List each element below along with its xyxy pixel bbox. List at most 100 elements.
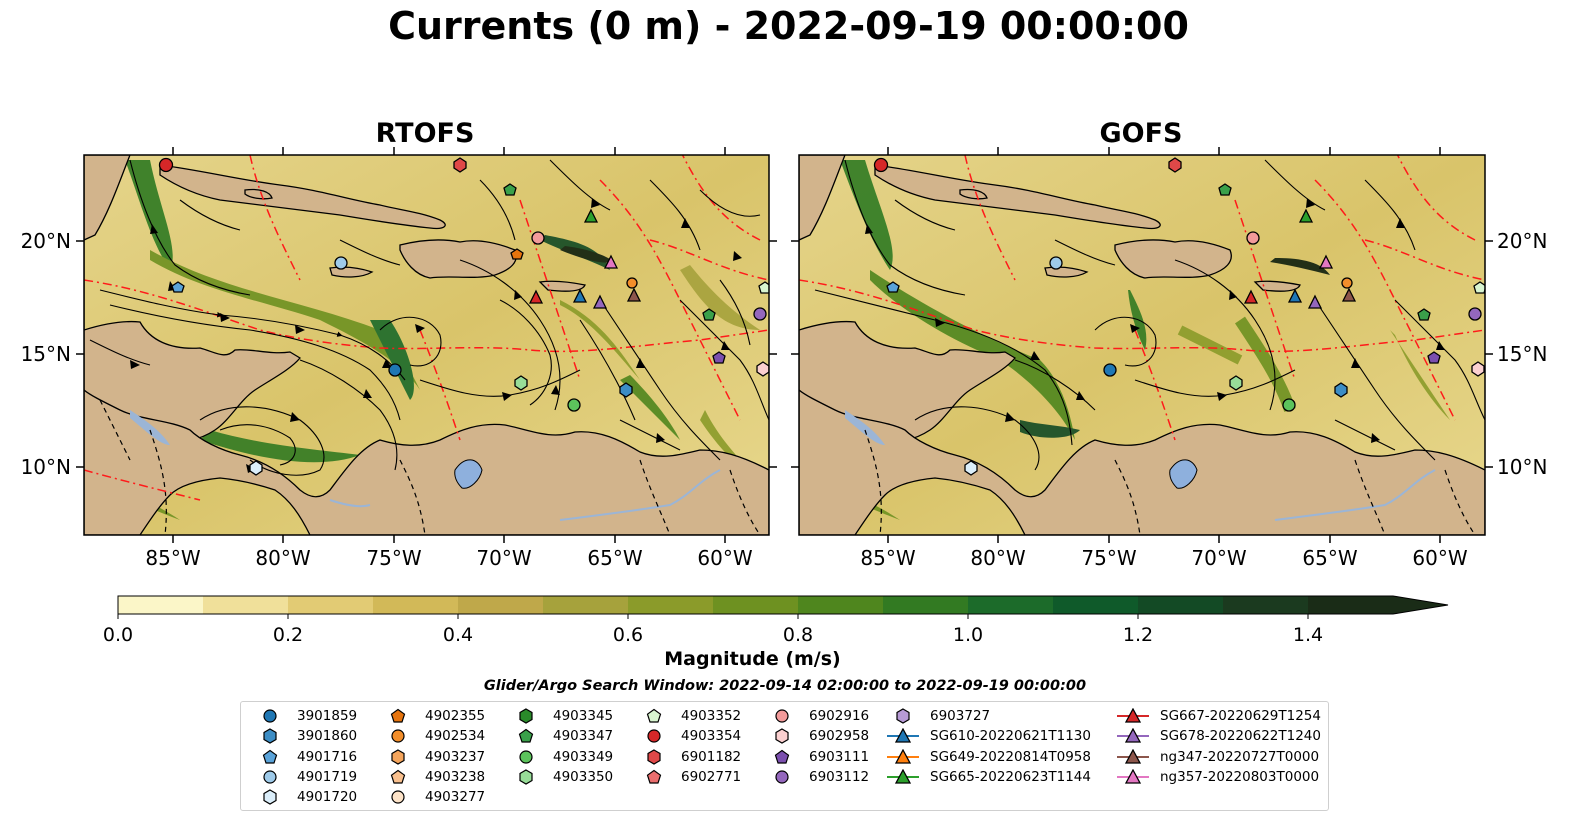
- triangle-marker-icon: [887, 748, 919, 764]
- colorbar-segment: [798, 596, 884, 614]
- lon-tick-label: 70°W: [476, 546, 531, 570]
- colorbar-segment: [968, 596, 1054, 614]
- legend-item: ng357-20220803T0000: [1116, 767, 1321, 787]
- colorbar-segment: [883, 596, 969, 614]
- lon-tick-label: 60°W: [1412, 546, 1467, 570]
- pentagon-marker-icon: [390, 708, 406, 723]
- triangle-marker-icon: [1117, 769, 1149, 784]
- hexagon-marker-icon: [775, 728, 789, 745]
- colorbar-tick-label: 0.2: [273, 624, 303, 646]
- legend-item-label: 4903237: [425, 748, 486, 765]
- legend-item: 4901720: [253, 787, 357, 807]
- float-markers: [873, 157, 1485, 476]
- map-frame-gofs: [798, 154, 1486, 536]
- legend-item: 6901182: [637, 747, 741, 767]
- triangle-marker-icon: [1117, 748, 1149, 764]
- triangle-marker-icon: [887, 728, 919, 744]
- hexagon-marker-icon: [263, 789, 277, 806]
- legend-item-label: SG649-20220814T0958: [930, 748, 1091, 765]
- land: [799, 155, 1485, 535]
- legend-item: 6902916: [765, 706, 869, 726]
- colorbar-segment: [1223, 596, 1309, 614]
- legend-column: 4902355 4902534 4903237 4903238 4903277: [381, 706, 485, 807]
- lat-tick-label-left: 10°N: [21, 455, 71, 479]
- legend-column: 6902916 6902958 6903111 6903112: [765, 706, 869, 787]
- lon-tick-label: 60°W: [697, 546, 752, 570]
- lon-tick-label: 65°W: [1302, 546, 1357, 570]
- legend-item: 4901716: [253, 747, 357, 767]
- map-gofs: [799, 155, 1485, 535]
- legend-item: 6902771: [637, 767, 741, 787]
- legend-item-label: 6902771: [681, 769, 742, 786]
- legend-column: SG667-20220629T1254 SG678-20220622T1240 ng…: [1116, 706, 1321, 787]
- circle-marker-icon: [391, 729, 405, 744]
- legend-item: 4903277: [381, 787, 485, 807]
- colorbar-segment: [1053, 596, 1139, 614]
- eez-boundaries: [799, 155, 1485, 441]
- colorbar-tick-label: 1.0: [953, 624, 983, 646]
- search-window-text: Glider/Argo Search Window: 2022-09-14 02…: [483, 678, 1087, 694]
- lon-tick-label: 65°W: [587, 546, 642, 570]
- colorbar-tick-label: 0.4: [443, 624, 473, 646]
- legend-item: 6903727: [886, 706, 1091, 726]
- colorbar-segment: [118, 596, 204, 614]
- legend-item-label: 6901182: [681, 748, 742, 765]
- legend-item-label: 4903354: [681, 728, 742, 745]
- pentagon-marker-icon: [646, 708, 662, 723]
- panel-title-rtofs: RTOFS: [375, 118, 475, 149]
- colorbar-segment: [288, 596, 374, 614]
- legend-item: SG667-20220629T1254: [1116, 706, 1321, 726]
- legend-item: 4903238: [381, 767, 485, 787]
- country-borders: [99, 399, 761, 535]
- lon-tick-label: 75°W: [1081, 546, 1136, 570]
- legend-item-label: 3901860: [297, 728, 358, 745]
- legend: 3901859 3901860 4901716 4901719 4901720 4902…: [240, 701, 1329, 811]
- lon-tick-label: 80°W: [255, 546, 310, 570]
- legend-item: 4903352: [637, 706, 741, 726]
- pentagon-marker-icon: [774, 749, 790, 764]
- legend-item-label: 6902916: [809, 708, 870, 725]
- legend-item: 3901859: [253, 706, 357, 726]
- lat-tick-label-right: 20°N: [1497, 229, 1547, 253]
- colorbar-extend-arrow: [1393, 596, 1448, 614]
- pentagon-marker-icon: [518, 729, 534, 744]
- colorbar-label: Magnitude (m/s): [664, 648, 841, 670]
- legend-item-label: 4903350: [553, 769, 614, 786]
- circle-marker-icon: [647, 729, 661, 744]
- triangle-marker-icon: [1117, 708, 1149, 723]
- legend-item-label: SG665-20220623T1144: [930, 769, 1091, 786]
- colorbar: 0.0 0.2 0.4 0.6 0.8 1.0 1.2 1.4: [103, 595, 1449, 646]
- legend-item-label: 4902355: [425, 708, 486, 725]
- legend-item-label: 4901716: [297, 748, 358, 765]
- colorbar-segment: [203, 596, 289, 614]
- circle-marker-icon: [519, 750, 533, 764]
- pentagon-marker-icon: [390, 769, 406, 784]
- legend-item: 4902534: [381, 726, 485, 746]
- float-markers: [158, 157, 769, 476]
- legend-item-label: SG667-20220629T1254: [1160, 708, 1321, 725]
- triangle-marker-icon: [1117, 728, 1149, 744]
- legend-item-label: SG678-20220622T1240: [1160, 728, 1321, 745]
- pentagon-marker-icon: [646, 769, 662, 784]
- hexagon-marker-icon: [647, 749, 661, 765]
- lon-tick-label: 85°W: [145, 546, 200, 570]
- colorbar-segment: [713, 596, 799, 614]
- country-borders: [864, 429, 1476, 535]
- legend-item-label: 4903238: [425, 769, 486, 786]
- axis-ticks: 85°W 80°W 75°W 70°W 65°W 60°W 85°W 80°W 75°W 70°W…: [21, 147, 1547, 570]
- legend-item-label: 4903347: [553, 728, 614, 745]
- lat-tick-label-right: 15°N: [1497, 342, 1547, 366]
- colorbar-segment: [373, 596, 459, 614]
- legend-item: SG610-20220621T1130: [886, 726, 1091, 746]
- legend-column: 6903727 SG610-20220621T1130 SG649-20220814…: [886, 706, 1091, 787]
- legend-item-label: 6902958: [809, 728, 870, 745]
- triangle-marker-icon: [887, 769, 919, 784]
- colorbar-outline: [117, 595, 1449, 615]
- legend-item: SG665-20220623T1144: [886, 767, 1091, 787]
- streamlines: [814, 159, 1485, 471]
- circle-marker-icon: [263, 709, 277, 723]
- legend-item: 6903112: [765, 767, 869, 787]
- land: [84, 155, 769, 535]
- hexagon-marker-icon: [519, 769, 533, 785]
- circle-marker-icon: [391, 790, 405, 804]
